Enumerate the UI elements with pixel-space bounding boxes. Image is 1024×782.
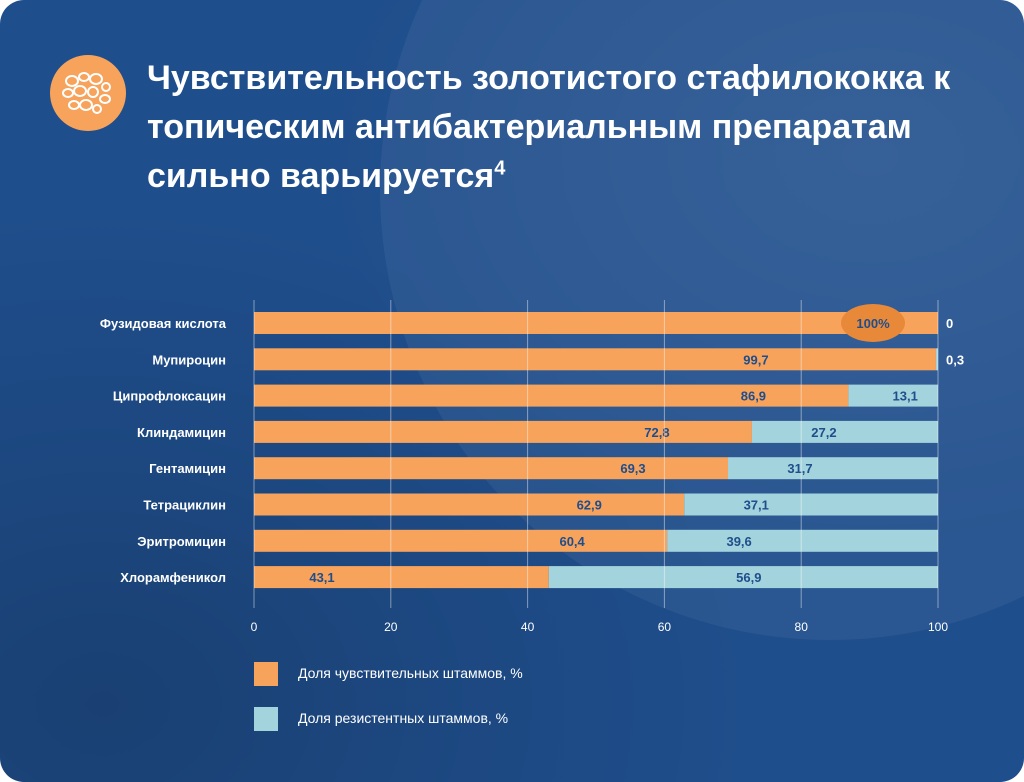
data-label-sensitive: 100%: [856, 316, 890, 331]
legend-swatch-sensitive: [254, 662, 278, 686]
legend-swatch-resistant: [254, 707, 278, 731]
data-label-sensitive: 72,8: [644, 425, 669, 440]
data-label-resistant: 0,3: [946, 352, 964, 367]
category-label: Эритромицин: [137, 534, 226, 549]
category-label: Ципрофлоксацин: [113, 389, 226, 404]
data-label-sensitive: 99,7: [743, 352, 768, 367]
data-label-sensitive: 69,3: [620, 461, 645, 476]
category-label: Мупироцин: [152, 352, 226, 367]
stacked-bar-chart: Фузидовая кислота 100% 0 Мупироцин 99,7 0,3 Ци…: [100, 300, 964, 634]
data-label-resistant: 27,2: [811, 425, 836, 440]
category-label: Клиндамицин: [137, 425, 226, 440]
data-label-sensitive: 62,9: [577, 498, 602, 513]
footnote-reference: 4: [494, 157, 506, 180]
x-tick-label: 100: [928, 620, 948, 634]
bar-sensitive: [254, 529, 668, 552]
title-text: Чувствительность золотистого стафилококк…: [147, 59, 951, 195]
bar-sensitive: [254, 384, 849, 407]
bar-sensitive: [254, 457, 729, 480]
data-label-sensitive: 86,9: [741, 389, 766, 404]
x-tick-label: 0: [251, 620, 258, 634]
x-tick-label: 20: [384, 620, 398, 634]
category-label: Хлорамфеникол: [120, 570, 226, 585]
bar-sensitive: [254, 566, 549, 589]
bar-resistant: [728, 457, 938, 480]
x-tick-label: 60: [658, 620, 672, 634]
bar-sensitive: [254, 348, 936, 371]
bar-resistant: [751, 420, 938, 443]
bar-resistant: [548, 566, 938, 589]
data-label-resistant: 37,1: [744, 498, 769, 513]
data-label-sensitive: 43,1: [309, 570, 334, 585]
bar-resistant: [848, 384, 938, 407]
bacteria-cluster-icon: [62, 72, 111, 114]
bar-resistant: [684, 493, 938, 516]
bar-resistant: [667, 529, 938, 552]
bar-resistant: [935, 348, 938, 371]
data-label-resistant: 13,1: [893, 389, 918, 404]
data-label-resistant: 31,7: [787, 461, 812, 476]
data-label-resistant: 56,9: [736, 570, 761, 585]
badge: [50, 55, 126, 131]
legend-label-sensitive: Доля чувствительных штаммов, %: [298, 665, 523, 681]
bar-sensitive: [254, 420, 752, 443]
x-tick-label: 80: [795, 620, 809, 634]
data-label-sensitive: 60,4: [559, 534, 585, 549]
page-title: Чувствительность золотистого стафилококк…: [147, 54, 987, 201]
data-label-resistant: 0: [946, 316, 953, 331]
highlight-badge: [841, 304, 906, 342]
category-label: Тетрациклин: [143, 498, 226, 513]
bar-sensitive: [254, 312, 938, 334]
legend-label-resistant: Доля резистентных штаммов, %: [298, 710, 509, 726]
category-label: Фузидовая кислота: [100, 316, 227, 331]
category-label: Гентамицин: [149, 461, 226, 476]
data-label-resistant: 39,6: [726, 534, 751, 549]
bar-sensitive: [254, 493, 685, 516]
x-tick-label: 40: [521, 620, 535, 634]
